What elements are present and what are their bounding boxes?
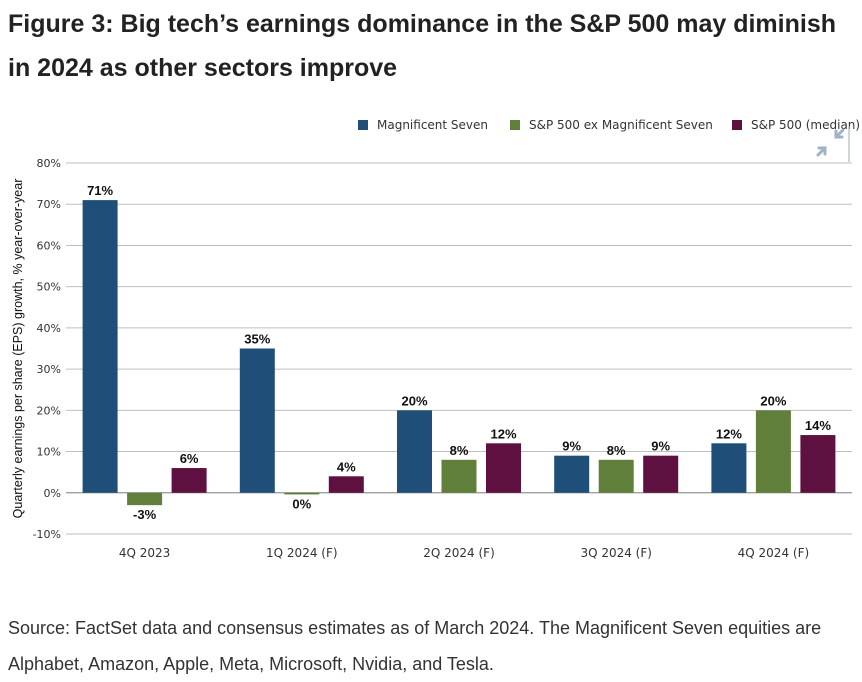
y-tick-label: 40% (37, 322, 61, 335)
legend-swatch (510, 120, 520, 130)
data-label: 35% (244, 332, 270, 347)
bar-magnificent-seven (554, 455, 590, 493)
data-label: -3% (133, 507, 157, 522)
bar-chart: -10% 0% 10% 20% 30% 40% 50% 60% 70% 80% Quarterly … (11, 157, 852, 560)
data-label: 14% (805, 418, 831, 433)
bar-magnificent-seven (82, 200, 118, 493)
bar-magnificent-seven (239, 348, 275, 493)
data-label: 6% (180, 451, 199, 466)
y-tick-label: 10% (37, 446, 61, 459)
data-label: 9% (562, 439, 581, 454)
x-tick-label: 4Q 2024 (F) (738, 546, 810, 560)
source-note: Source: FactSet data and consensus estim… (8, 618, 822, 674)
legend-item-magnificent-seven: Magnificent Seven (358, 118, 488, 132)
data-label: 9% (651, 439, 670, 454)
legend-swatch (732, 120, 742, 130)
y-tick-label: 50% (37, 281, 61, 294)
bar-magnificent-seven (397, 410, 432, 493)
bar-s-p-500-ex-magnificent-seven (441, 459, 477, 493)
data-label: 71% (87, 183, 113, 198)
bar-s-p-500-median- (171, 468, 207, 493)
data-label: 8% (450, 443, 469, 458)
bar-s-p-500-median- (800, 435, 836, 493)
bar-magnificent-seven (711, 443, 747, 493)
bar-s-p-500-ex-magnificent-seven (755, 410, 791, 493)
legend-label: S&P 500 ex Magnificent Seven (529, 118, 713, 132)
legend-label: S&P 500 (median) (751, 118, 861, 132)
y-tick-label: 60% (37, 239, 61, 252)
legend-swatch (358, 120, 368, 130)
expand-arrows-icon[interactable] (814, 126, 850, 162)
data-label: 20% (760, 393, 786, 408)
data-label: 12% (490, 426, 516, 441)
y-tick-label: 70% (37, 198, 61, 211)
legend-label: Magnificent Seven (377, 118, 489, 132)
legend-item-ex-magnificent-seven: S&P 500 ex Magnificent Seven (510, 118, 713, 132)
data-label: 4% (337, 459, 356, 474)
page-title: Figure 3: Big tech’s earnings dominance … (8, 10, 836, 82)
y-tick-label: 30% (37, 363, 61, 376)
y-tick-label: 20% (37, 404, 61, 417)
y-tick-label: 80% (37, 157, 61, 170)
y-tick-label: -10% (33, 528, 61, 541)
x-tick-label: 2Q 2024 (F) (423, 546, 495, 560)
bar-s-p-500-median- (486, 443, 521, 493)
bar-s-p-500-ex-magnificent-seven (598, 459, 634, 493)
data-label: 8% (607, 443, 626, 458)
legend-item-sp500-median: S&P 500 (median) (732, 118, 860, 132)
y-tick-label: 0% (44, 487, 61, 500)
x-tick-label: 1Q 2024 (F) (266, 546, 338, 560)
data-label: 12% (716, 426, 742, 441)
y-axis-label: Quarterly earnings per share (EPS) growt… (11, 179, 25, 519)
x-tick-label: 4Q 2023 (119, 546, 170, 560)
bar-s-p-500-ex-magnificent-seven (127, 492, 163, 506)
bar-s-p-500-median- (328, 476, 364, 493)
data-label: 20% (401, 393, 427, 408)
bar-s-p-500-ex-magnificent-seven (284, 492, 320, 495)
data-label: 0% (292, 496, 311, 511)
x-tick-label: 3Q 2024 (F) (580, 546, 652, 560)
bar-s-p-500-median- (643, 455, 679, 493)
